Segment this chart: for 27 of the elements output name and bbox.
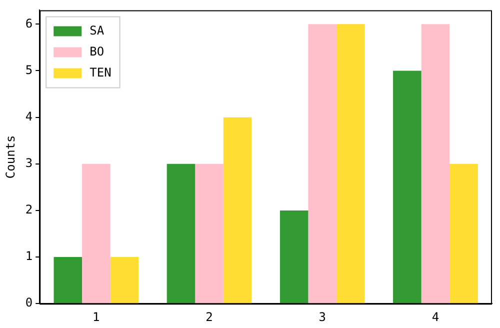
- y-tick-label: 2: [25, 202, 33, 217]
- y-tick-label: 6: [25, 16, 33, 30]
- y-tick-label: 1: [25, 249, 33, 264]
- bar: [336, 24, 365, 304]
- x-tick-label: 1: [92, 310, 100, 324]
- bar: [393, 70, 422, 304]
- y-tick-label: 3: [25, 156, 33, 170]
- bar: [280, 210, 308, 304]
- bar: [82, 164, 110, 304]
- bar: [223, 117, 252, 304]
- bar: [166, 164, 196, 304]
- y-axis-title: Counts: [3, 135, 18, 179]
- bar: [54, 257, 82, 304]
- x-tick-label: 2: [206, 310, 213, 324]
- bar: [421, 24, 450, 304]
- legend-label: TEN: [90, 65, 112, 80]
- x-tick-label: 3: [318, 310, 326, 324]
- bar: [110, 257, 139, 304]
- legend-label: SA: [90, 23, 105, 38]
- bar: [195, 164, 224, 304]
- x-tick-label: 4: [432, 310, 440, 324]
- y-tick-label: 0: [25, 296, 33, 310]
- legend-label: BO: [90, 44, 104, 58]
- bar: [308, 24, 336, 304]
- y-tick-label: 5: [25, 62, 33, 77]
- bar: [450, 164, 478, 304]
- y-tick-label: 4: [25, 109, 33, 124]
